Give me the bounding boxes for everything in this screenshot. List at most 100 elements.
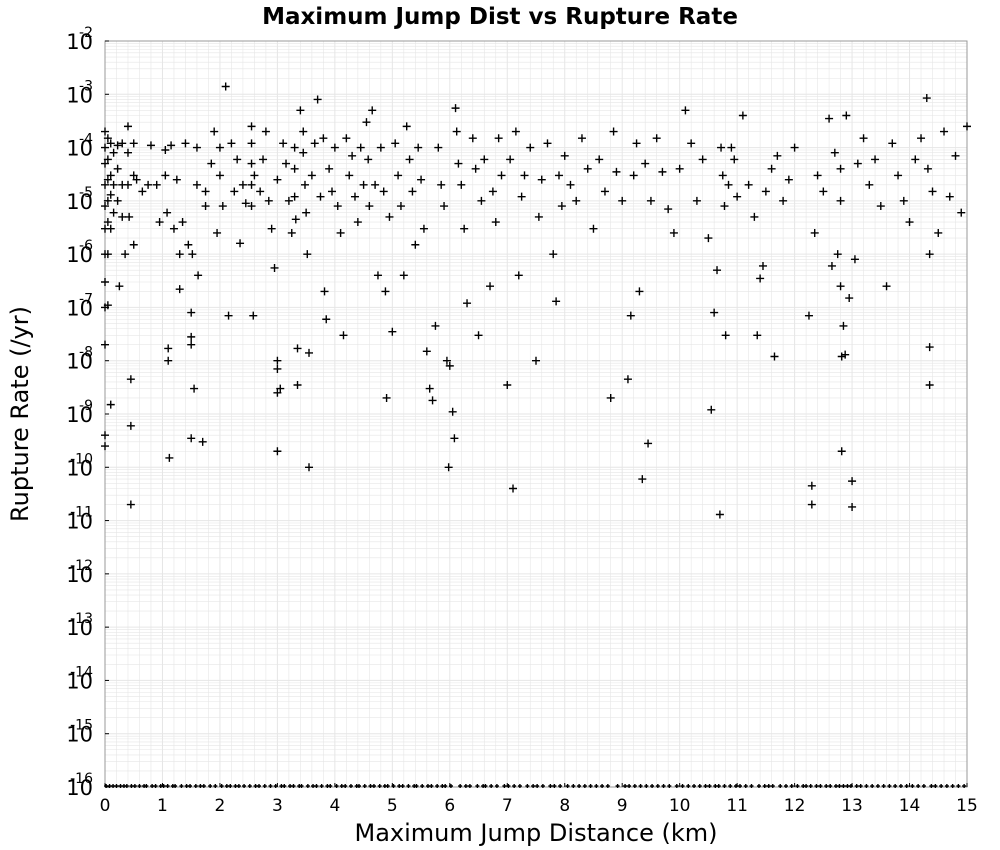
data-point bbox=[215, 171, 224, 180]
y-tick-label: 10 bbox=[66, 403, 93, 427]
data-point bbox=[106, 190, 115, 199]
data-point bbox=[101, 431, 109, 440]
data-point bbox=[233, 155, 242, 164]
data-point bbox=[291, 215, 300, 224]
data-point bbox=[595, 155, 604, 164]
floor-point bbox=[605, 784, 610, 788]
data-point bbox=[554, 171, 563, 180]
data-point bbox=[109, 148, 118, 157]
data-point bbox=[477, 196, 486, 205]
floor-point bbox=[728, 784, 733, 788]
data-point bbox=[198, 437, 207, 446]
y-tick-label: 10 bbox=[66, 296, 93, 320]
floor-point bbox=[674, 784, 679, 788]
data-point bbox=[761, 187, 770, 196]
x-tick-label: 4 bbox=[329, 796, 340, 816]
data-point bbox=[899, 196, 908, 205]
data-point bbox=[259, 155, 268, 164]
data-point bbox=[305, 348, 314, 357]
data-point bbox=[279, 139, 288, 148]
data-point bbox=[299, 148, 308, 157]
y-tick-exponent: -2 bbox=[79, 25, 93, 41]
y-tick-label: 10 bbox=[66, 776, 93, 800]
floor-point bbox=[933, 784, 938, 788]
floor-point bbox=[921, 784, 926, 788]
data-point bbox=[871, 155, 880, 164]
data-point bbox=[290, 164, 299, 173]
data-point bbox=[113, 141, 122, 150]
floor-point bbox=[334, 784, 339, 788]
floor-point bbox=[828, 784, 833, 788]
data-point bbox=[715, 510, 724, 519]
data-point bbox=[273, 356, 282, 365]
data-point bbox=[612, 167, 621, 176]
floor-point bbox=[129, 784, 134, 788]
data-point bbox=[273, 175, 282, 184]
floor-point bbox=[632, 784, 637, 788]
data-point bbox=[807, 481, 816, 490]
floor-point bbox=[762, 784, 767, 788]
data-point bbox=[451, 104, 460, 113]
floor-point bbox=[107, 784, 112, 788]
data-point bbox=[560, 151, 569, 160]
data-point bbox=[129, 171, 138, 180]
floor-point bbox=[848, 784, 853, 788]
floor-point bbox=[804, 784, 809, 788]
floor-point bbox=[535, 784, 540, 788]
data-point bbox=[589, 224, 598, 233]
data-point bbox=[101, 143, 109, 152]
data-point bbox=[287, 228, 296, 237]
floor-point bbox=[703, 784, 708, 788]
y-tick-exponent: -15 bbox=[70, 718, 93, 734]
data-point bbox=[905, 218, 914, 227]
floor-point bbox=[749, 784, 754, 788]
floor-point bbox=[588, 784, 593, 788]
y-tick-label: 10 bbox=[66, 563, 93, 587]
floor-point bbox=[273, 784, 278, 788]
data-point bbox=[187, 332, 196, 341]
data-point bbox=[302, 208, 311, 217]
data-point bbox=[713, 266, 722, 275]
y-tick-exponent: -13 bbox=[70, 611, 93, 627]
data-point bbox=[583, 164, 592, 173]
data-point bbox=[494, 134, 503, 143]
data-point bbox=[629, 171, 638, 180]
y-tick-label: 10 bbox=[66, 243, 93, 267]
data-point bbox=[146, 141, 155, 150]
data-point bbox=[247, 180, 256, 189]
floor-point bbox=[525, 784, 530, 788]
data-point bbox=[103, 218, 112, 227]
data-point bbox=[710, 308, 719, 317]
data-point bbox=[333, 202, 342, 211]
data-point bbox=[322, 315, 331, 324]
data-point bbox=[376, 143, 385, 152]
x-tick-label: 13 bbox=[841, 796, 863, 816]
data-point bbox=[841, 350, 850, 359]
data-point bbox=[345, 171, 354, 180]
y-tick-label: 10 bbox=[66, 350, 93, 374]
data-point bbox=[103, 301, 112, 310]
floor-point bbox=[443, 784, 448, 788]
data-point bbox=[115, 282, 124, 291]
data-point bbox=[164, 344, 173, 353]
data-point bbox=[460, 224, 469, 233]
data-point bbox=[152, 180, 161, 189]
data-point bbox=[641, 159, 650, 168]
data-point bbox=[207, 159, 216, 168]
floor-point bbox=[247, 784, 252, 788]
data-point bbox=[669, 228, 678, 237]
data-point bbox=[836, 282, 845, 291]
floor-point bbox=[391, 784, 396, 788]
y-tick-exponent: -12 bbox=[70, 558, 93, 574]
data-point bbox=[865, 180, 874, 189]
data-point bbox=[454, 159, 463, 168]
y-tick-exponent: -7 bbox=[79, 291, 93, 307]
data-point bbox=[767, 164, 776, 173]
floor-point bbox=[841, 784, 846, 788]
data-point bbox=[445, 361, 454, 370]
data-point bbox=[474, 331, 483, 340]
data-point bbox=[371, 180, 380, 189]
data-point bbox=[290, 143, 299, 152]
data-point bbox=[810, 228, 819, 237]
data-point bbox=[126, 375, 135, 384]
